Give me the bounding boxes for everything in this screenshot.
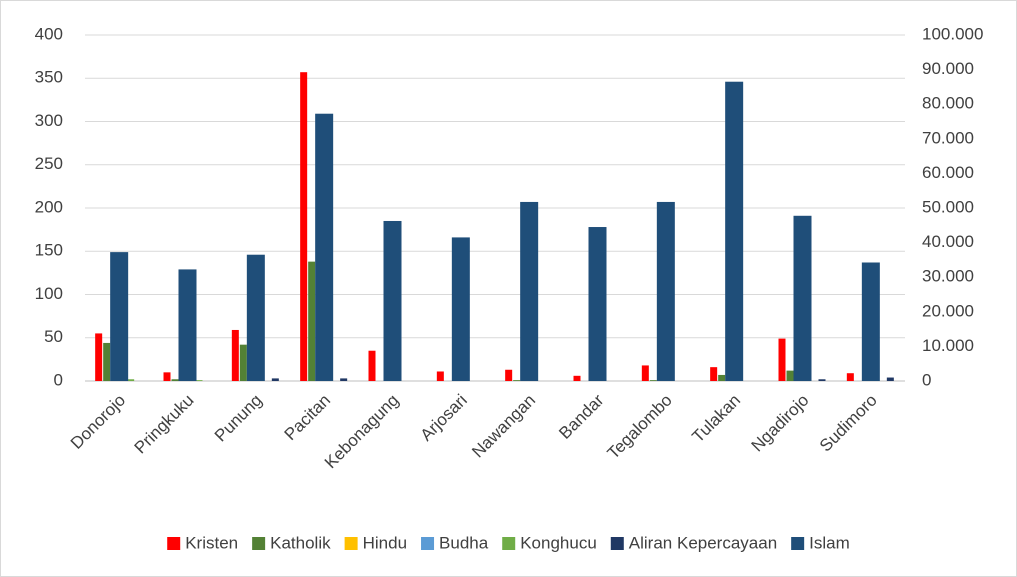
y-tick-label: 200 bbox=[35, 197, 63, 216]
y2-tick-label: 0 bbox=[922, 370, 931, 389]
bar bbox=[340, 378, 348, 381]
y2-tick-label: 40.000 bbox=[922, 232, 974, 251]
bar bbox=[656, 201, 675, 381]
bar bbox=[231, 329, 239, 381]
legend-swatch bbox=[421, 537, 435, 550]
legend-swatch bbox=[610, 537, 624, 550]
legend-label: Budha bbox=[439, 533, 489, 552]
y2-tick-label: 70.000 bbox=[922, 128, 974, 147]
bar bbox=[710, 367, 718, 381]
legend-swatch bbox=[344, 537, 358, 550]
bar bbox=[383, 220, 402, 381]
y-tick-label: 50 bbox=[44, 327, 63, 346]
bar bbox=[588, 227, 607, 381]
bar bbox=[778, 338, 786, 381]
bar bbox=[308, 261, 316, 381]
y-tick-label: 300 bbox=[35, 111, 63, 130]
y-tick-label: 400 bbox=[35, 24, 63, 43]
bar bbox=[451, 237, 470, 381]
bar bbox=[95, 333, 103, 381]
bar bbox=[110, 252, 129, 381]
legend-label: Islam bbox=[809, 533, 850, 552]
y2-tick-label: 80.000 bbox=[922, 94, 974, 113]
bar bbox=[861, 262, 880, 381]
y-tick-label: 250 bbox=[35, 154, 63, 173]
bar bbox=[793, 215, 812, 381]
y2-tick-label: 50.000 bbox=[922, 197, 974, 216]
bar bbox=[886, 377, 894, 381]
y2-tick-label: 90.000 bbox=[922, 59, 974, 78]
y2-tick-label: 10.000 bbox=[922, 336, 974, 355]
legend: Kristen Katholik Hindu Budha Konghucu Aliran … bbox=[167, 533, 850, 552]
bar bbox=[846, 373, 854, 381]
bar bbox=[573, 375, 581, 381]
y-tick-label: 0 bbox=[54, 370, 63, 389]
y-tick-label: 150 bbox=[35, 241, 63, 260]
legend-swatch bbox=[502, 537, 516, 550]
bar bbox=[103, 342, 111, 381]
y-tick-label: 100 bbox=[35, 284, 63, 303]
bar bbox=[520, 201, 539, 381]
legend-label: Aliran Kepercayaan bbox=[629, 533, 777, 552]
y2-tick-label: 60.000 bbox=[922, 163, 974, 182]
bar bbox=[436, 371, 444, 381]
legend-swatch bbox=[167, 537, 181, 550]
bar bbox=[649, 380, 657, 381]
bar bbox=[300, 72, 308, 381]
y2-tick-label: 100.000 bbox=[922, 24, 983, 43]
legend-label: Hindu bbox=[363, 533, 407, 552]
bar bbox=[368, 350, 376, 381]
bar bbox=[195, 380, 203, 381]
bar bbox=[239, 344, 247, 381]
legend-label: Konghucu bbox=[520, 533, 597, 552]
bar bbox=[513, 380, 521, 381]
bar bbox=[505, 369, 513, 381]
bar bbox=[818, 379, 826, 381]
y-tick-label: 350 bbox=[35, 68, 63, 87]
legend-swatch bbox=[791, 537, 805, 550]
bar bbox=[718, 374, 726, 381]
bar bbox=[178, 269, 197, 381]
bar bbox=[725, 81, 744, 382]
legend-swatch bbox=[252, 537, 266, 550]
bar bbox=[641, 365, 649, 381]
y2-tick-label: 30.000 bbox=[922, 267, 974, 286]
bar bbox=[786, 370, 794, 381]
y2-tick-label: 20.000 bbox=[922, 301, 974, 320]
bar bbox=[271, 378, 279, 381]
legend-label: Katholik bbox=[270, 533, 331, 552]
bar bbox=[163, 372, 171, 381]
bar bbox=[315, 113, 334, 381]
legend-label: Kristen bbox=[185, 533, 238, 552]
bar bbox=[171, 379, 179, 381]
bar bbox=[127, 379, 135, 381]
bar bbox=[246, 254, 265, 381]
